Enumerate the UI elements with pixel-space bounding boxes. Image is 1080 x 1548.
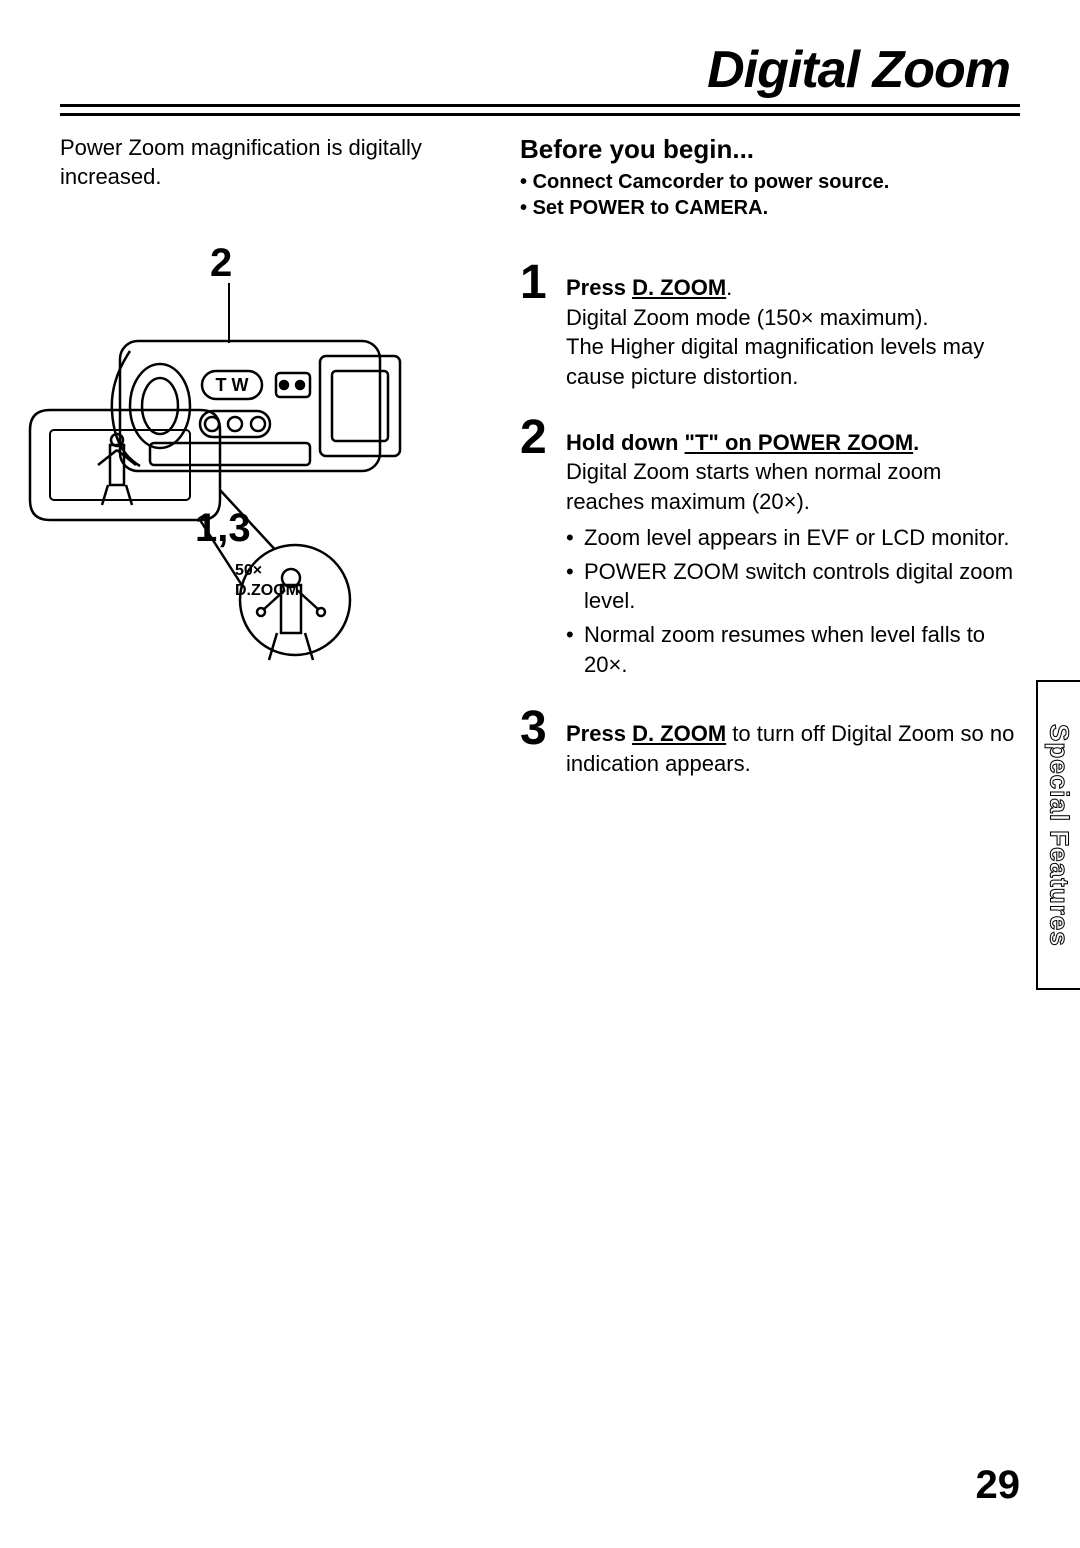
step-line: Digital Zoom starts when normal zoom rea… (566, 459, 941, 514)
svg-text:D.ZOOM: D.ZOOM (235, 582, 299, 599)
side-tab-label: Special Features (1044, 724, 1075, 947)
page-title: Digital Zoom (60, 40, 1020, 100)
step-lead-underline: D. ZOOM (632, 721, 726, 746)
zoom-display-illustration: 50× D.ZOOM (20, 370, 400, 680)
step-body: Hold down "T" on POWER ZOOM. Digital Zoo… (566, 416, 1020, 684)
step-lead-bold: Press (566, 721, 632, 746)
step-lead-underline: "T" on POWER ZOOM (685, 430, 914, 455)
step-3: 3 Press D. ZOOM to turn off Digital Zoom… (520, 707, 1020, 778)
step-bullet: Normal zoom resumes when level falls to … (566, 620, 1020, 679)
step-line: Digital Zoom mode (150× maximum). (566, 305, 929, 330)
step-number: 1 (520, 261, 556, 392)
before-item: Set POWER to CAMERA. (520, 195, 1020, 221)
intro-text: Power Zoom magnification is digitally in… (60, 134, 490, 191)
before-list: Connect Camcorder to power source. Set P… (520, 169, 1020, 221)
step-bullet: POWER ZOOM switch controls digital zoom … (566, 557, 1020, 616)
page-number: 29 (976, 1463, 1021, 1508)
step-bullet: Zoom level appears in EVF or LCD monitor… (566, 523, 1020, 553)
before-heading: Before you begin... (520, 134, 1020, 165)
right-column: Before you begin... Connect Camcorder to… (520, 134, 1020, 803)
content-columns: Power Zoom magnification is digitally in… (60, 134, 1020, 803)
step-lead-tail: . (913, 430, 919, 455)
step-number: 2 (520, 416, 556, 684)
left-column: Power Zoom magnification is digitally in… (60, 134, 490, 803)
svg-text:50×: 50× (235, 562, 262, 579)
title-rule (60, 104, 1020, 116)
step-line: The Higher digital magnification levels … (566, 334, 984, 389)
step-2: 2 Hold down "T" on POWER ZOOM. Digital Z… (520, 416, 1020, 684)
step-bullets: Zoom level appears in EVF or LCD monitor… (566, 523, 1020, 679)
step-lead-underline: D. ZOOM (632, 275, 726, 300)
step-lead-bold: Hold down (566, 430, 685, 455)
step-number: 3 (520, 707, 556, 778)
step-lead-bold: Press (566, 275, 632, 300)
step-body: Press D. ZOOM to turn off Digital Zoom s… (566, 707, 1020, 778)
callout-2: 2 (210, 241, 232, 286)
step-body: Press D. ZOOM. Digital Zoom mode (150× m… (566, 261, 1020, 392)
step-1: 1 Press D. ZOOM. Digital Zoom mode (150×… (520, 261, 1020, 392)
before-item: Connect Camcorder to power source. (520, 169, 1020, 195)
step-lead-tail: . (726, 275, 732, 300)
side-tab: Special Features (1036, 680, 1080, 990)
